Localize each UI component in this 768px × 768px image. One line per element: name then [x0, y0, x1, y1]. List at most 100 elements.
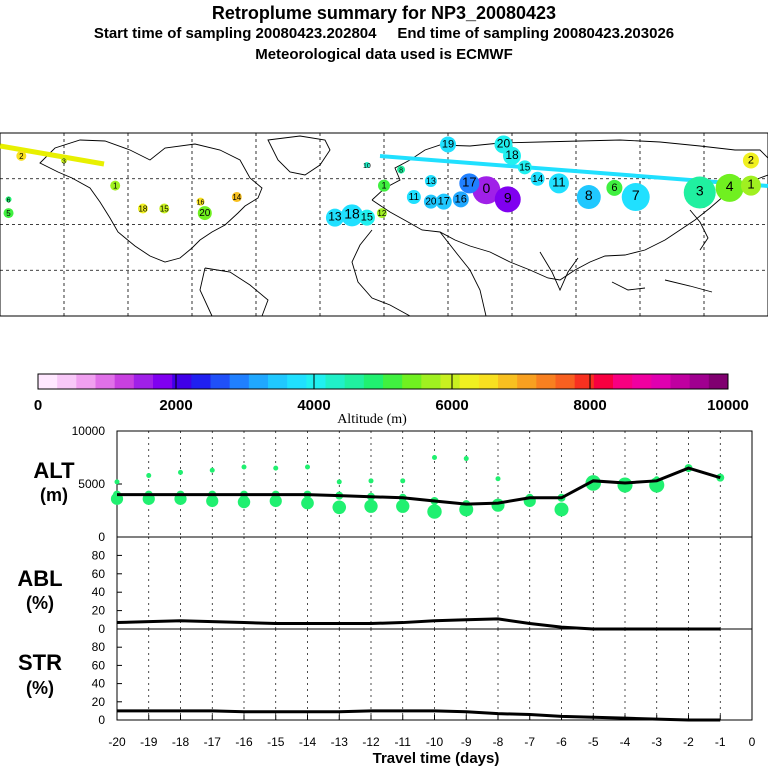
x-tick-label: -18 [172, 735, 190, 749]
colorbar-swatch [38, 374, 58, 389]
map-point-label: 11 [552, 174, 566, 189]
x-tick-label: -20 [108, 735, 126, 749]
sampling-time-line: Start time of sampling 20080423.202804 E… [93, 25, 675, 42]
x-tick-label: -11 [395, 735, 412, 749]
map-point-label: 15 [160, 204, 169, 213]
map-plume-point [358, 209, 375, 226]
map-plume-point [440, 136, 456, 153]
map-point-label: 14 [532, 174, 544, 185]
map-point-label: 15 [519, 162, 531, 173]
map-point-label: 11 [409, 192, 420, 203]
colorbar-swatch [689, 374, 710, 389]
map-plume-point [742, 152, 759, 169]
alt-scatter-point [273, 465, 279, 471]
map-point-label: 10 [363, 163, 371, 170]
colorbar-swatch [536, 374, 556, 389]
coastline-south-america [199, 267, 269, 317]
x-tick-label: -12 [362, 735, 380, 749]
map-point-label: 20 [425, 197, 437, 208]
map-point-label: 20 [497, 136, 511, 150]
map-point-label: 7 [632, 187, 640, 203]
coastline-india [539, 251, 579, 292]
alt-panel-label: ALT [33, 458, 75, 483]
map-plume-point [196, 197, 205, 206]
abl-y-tick-label: 40 [92, 585, 106, 599]
x-tick-label: -3 [651, 735, 662, 749]
x-tick-label: -10 [426, 735, 444, 749]
map-point-label: 6 [611, 182, 617, 194]
colorbar-swatch [670, 374, 691, 389]
colorbar-label: Altitude (m) [337, 412, 407, 427]
colorbar-tick-label: 4000 [297, 397, 330, 414]
colorbar-swatch [498, 374, 518, 389]
map-point-label: 13 [426, 176, 436, 186]
colorbar-swatch [325, 374, 346, 389]
alt-scatter-point [400, 478, 406, 484]
x-tick-label: -19 [140, 735, 158, 749]
colorbar-swatch [555, 374, 576, 389]
plume-track-north-america [0, 143, 105, 167]
altitude-colorbar: 0 2000 4000 6000 8000 10000 Altitude (m) [34, 373, 749, 427]
alt-scatter-point [432, 455, 437, 460]
alt-scatter-point [396, 499, 410, 513]
str-y-tick-label: 60 [92, 658, 106, 672]
map-point-label: 19 [442, 138, 454, 150]
abl-y-tick-label: 80 [92, 548, 106, 562]
map-plume-point [110, 180, 121, 191]
map-plume-point [435, 193, 452, 210]
alt-y-tick-label: 10000 [72, 424, 106, 438]
colorbar-swatch [708, 374, 729, 389]
alt-scatter-point [427, 504, 442, 519]
map-plume-point [325, 208, 344, 227]
abl-y-tick-label: 60 [92, 567, 106, 581]
alt-scatter-point [237, 495, 251, 509]
alt-scatter-point [554, 502, 569, 517]
map-point-label: 1 [381, 181, 386, 191]
map-plume-point [503, 146, 521, 165]
abl-series-line [116, 617, 721, 631]
map-point-label: 17 [462, 174, 476, 189]
colorbar-swatch [153, 374, 173, 389]
x-tick-label: -13 [331, 735, 349, 749]
alt-scatter-point [269, 494, 282, 508]
colorbar-swatch [76, 374, 96, 389]
map-plume-point [137, 203, 148, 214]
str-panel-label: STR [18, 650, 62, 675]
str-y-tick-label: 20 [92, 695, 106, 709]
map-plume-point [378, 179, 390, 192]
alt-y-tick-label: 5000 [78, 477, 105, 491]
colorbar-swatch [287, 374, 307, 389]
x-tick-label: -14 [299, 735, 317, 749]
alt-scatter-point [146, 473, 152, 479]
colorbar-swatch [574, 374, 595, 389]
colorbar-swatch [593, 374, 614, 389]
str-y-tick-label: 40 [92, 677, 106, 691]
x-tick-label: -16 [235, 735, 253, 749]
map-plume-point [341, 204, 363, 227]
map-plume-point [363, 162, 370, 169]
alt-scatter-point [114, 479, 120, 485]
map-point-label: 8 [585, 187, 593, 203]
map-point-label: 15 [361, 212, 373, 224]
abl-y-tick-label: 20 [92, 604, 106, 618]
map-plume-point [423, 194, 438, 209]
alt-median-line [117, 466, 721, 506]
map-plume-point [740, 175, 761, 196]
colorbar-swatch [114, 374, 135, 389]
str-y-tick-label: 80 [92, 640, 106, 654]
map-point-label: 9 [504, 189, 512, 205]
map-plume-point [61, 157, 67, 164]
colorbar-swatch [383, 374, 403, 389]
colorbar-swatch [57, 374, 77, 389]
colorbar-tick-label: 10000 [707, 397, 749, 414]
colorbar-swatch [363, 374, 384, 389]
map-point-label: 2 [19, 152, 24, 161]
map-plume-point [397, 165, 406, 174]
chart-title: Retroplume summary for NP3_20080423 [211, 3, 557, 23]
x-tick-label: -2 [683, 735, 694, 749]
map-plume-point [424, 175, 437, 188]
coastline-asia-islands [611, 209, 713, 293]
map-plume-point [459, 173, 480, 194]
